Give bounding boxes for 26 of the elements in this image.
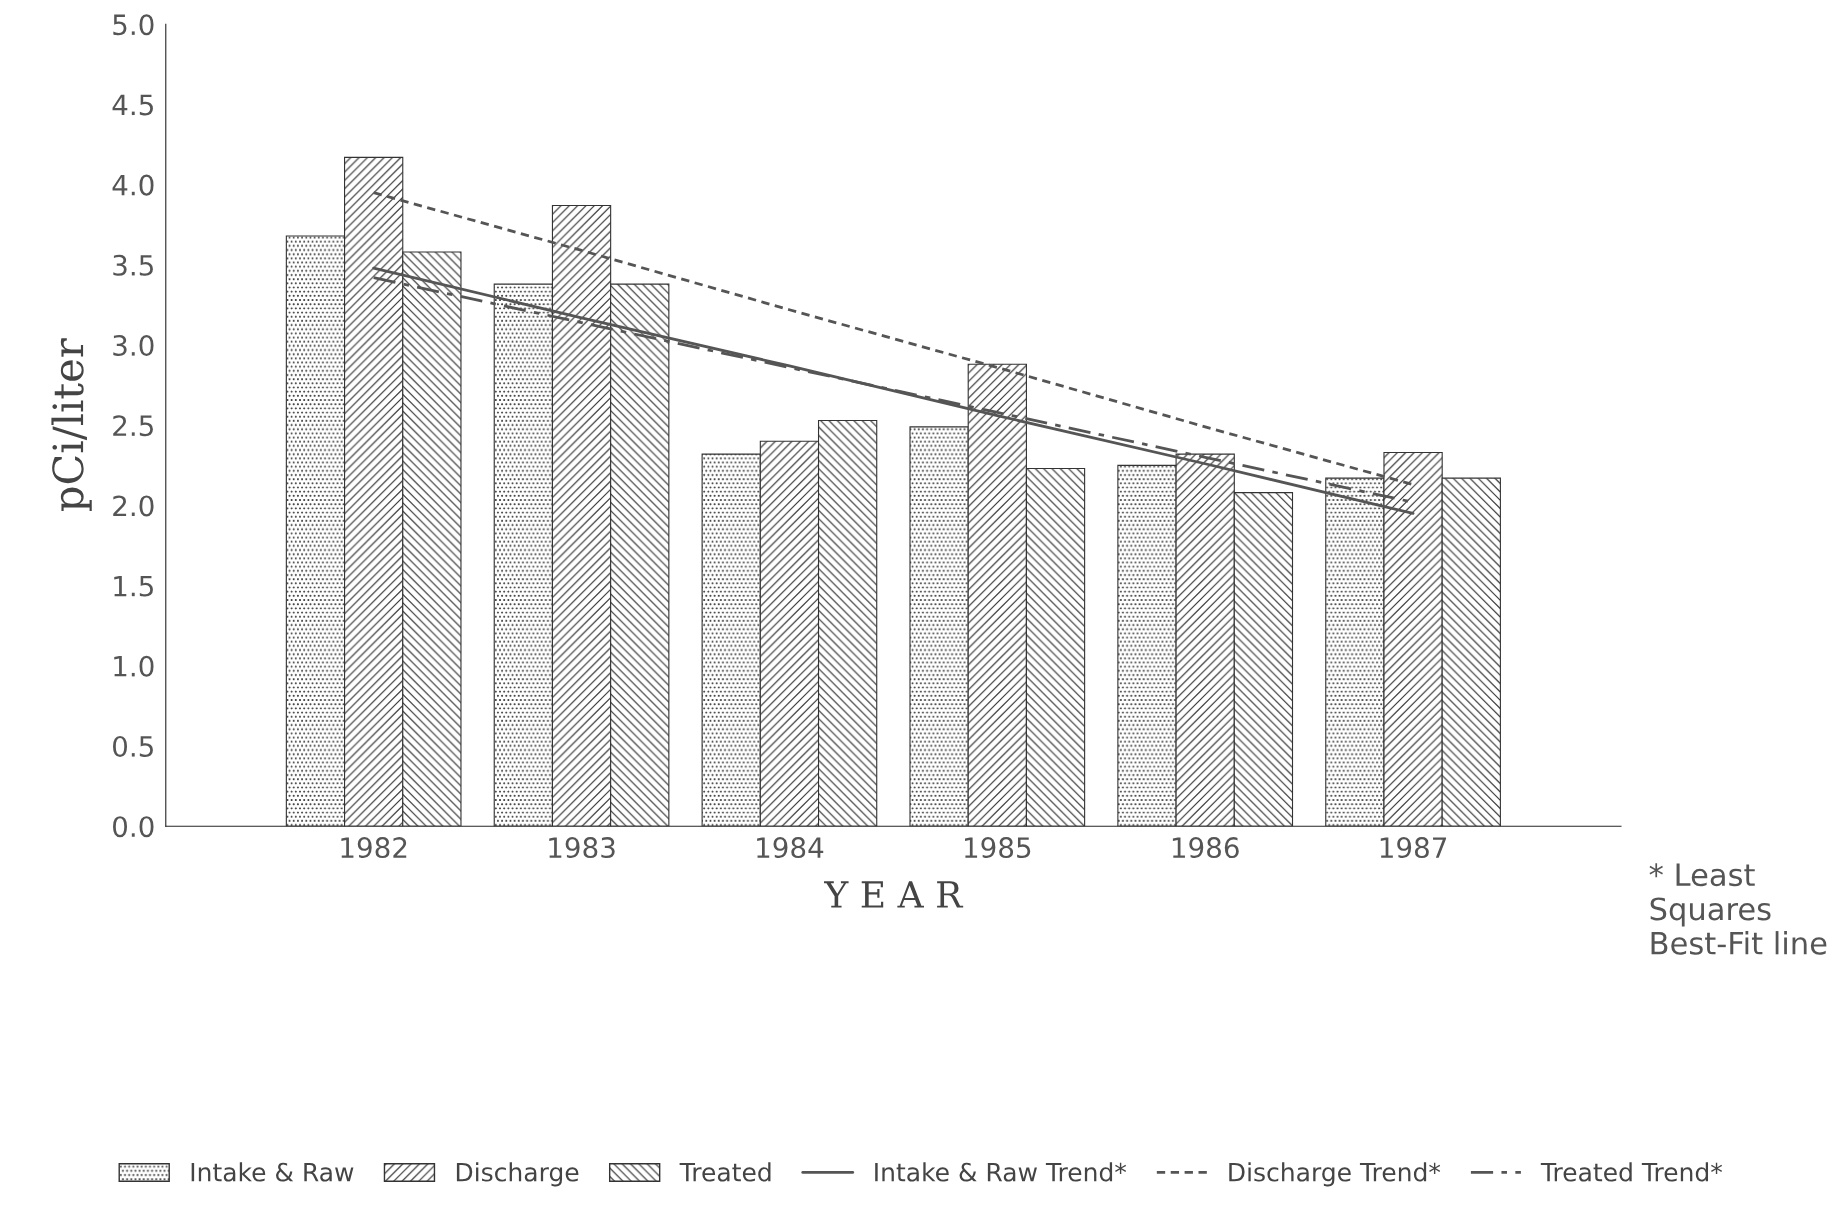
x-tick-label: 1982 [341,837,407,859]
y-tick-label: 0.5 [113,735,153,757]
y-tick-label: 2.5 [113,415,153,437]
y-tick-label: 1.5 [114,575,153,597]
legend-label: Treated Trend* [1540,1162,1723,1182]
y-tick-label: 4.0 [112,174,154,196]
x-tick-label: 1987 [1380,837,1447,859]
legend-label: Discharge Trend* [1229,1162,1441,1187]
legend-label: Intake & Raw Trend* [875,1162,1127,1182]
x-tick-label: 1986 [1172,837,1239,859]
x-axis-title: Y E A R [824,881,964,908]
y-tick-label: 2.0 [113,495,154,517]
y-tick-label: 3.0 [113,335,154,357]
legend-label: Intake & Raw [191,1162,354,1182]
y-tick-label: 4.5 [112,94,153,116]
y-axis-title: pCi/liter [51,338,92,511]
y-tick-label: 0.0 [113,816,154,838]
x-tick-label: 1984 [757,837,824,859]
legend-label: Discharge [456,1162,579,1187]
legend-label: Treated [679,1162,771,1182]
y-tick-label: 3.5 [113,254,153,276]
text: * Least Squares Best-Fit line [1649,863,1827,955]
y-tick-label: 1.0 [114,655,154,677]
x-tick-label: 1983 [549,837,615,859]
x-tick-label: 1985 [965,837,1031,859]
y-tick-label: 5.0 [113,14,154,36]
